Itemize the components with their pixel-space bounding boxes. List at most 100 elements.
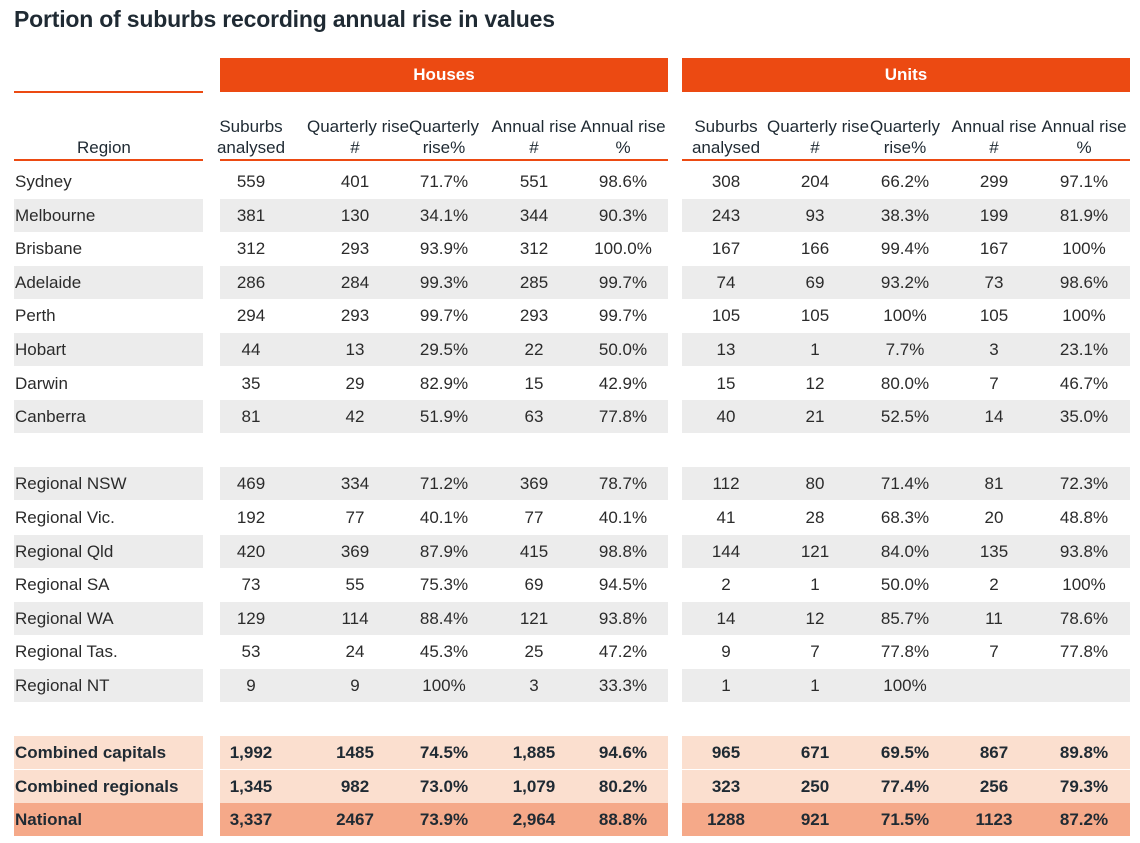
row-background <box>220 265 668 299</box>
value-cell: 14 <box>984 407 1004 427</box>
value-cell: 1 <box>721 676 731 695</box>
row-background <box>682 736 1130 770</box>
value-cell: 369 <box>519 474 549 494</box>
region-cell: Regional WA <box>15 608 114 628</box>
value-cell: 51.9% <box>419 407 469 427</box>
value-cell: 7.7% <box>885 340 925 359</box>
column-header-houses-1: Suburbs analysed <box>216 117 286 157</box>
value-cell: 2 <box>989 575 999 595</box>
value-cell: 15 <box>716 373 736 393</box>
houses-group-header: Houses <box>220 58 668 92</box>
value-cell: 1,079 <box>512 776 556 796</box>
value-cell: 982 <box>340 776 370 796</box>
region-cell: National <box>15 810 83 830</box>
value-cell: 28 <box>805 508 825 527</box>
value-cell: 12 <box>805 608 825 628</box>
row-background <box>14 534 203 568</box>
value-cell: 71.4% <box>880 474 930 494</box>
value-cell: 114 <box>341 608 369 628</box>
value-cell: 286 <box>236 272 266 292</box>
value-cell: 167 <box>711 239 741 259</box>
row-background <box>682 601 1130 635</box>
region-cell: Regional Tas. <box>15 642 118 662</box>
column-header-units-3: Quarterly rise% <box>870 117 940 157</box>
value-cell: 93.8% <box>1059 541 1109 561</box>
value-cell: 35.0% <box>1059 407 1109 427</box>
value-cell: 7 <box>989 373 999 393</box>
value-cell: 24 <box>345 642 365 662</box>
row-background <box>682 333 1130 366</box>
value-cell: 415 <box>519 541 549 561</box>
row-background <box>14 333 203 366</box>
value-cell: 1,992 <box>229 743 273 763</box>
value-cell: 1123 <box>975 810 1013 830</box>
summary-row: Combined regionals 1,345 982 73.0% 1,079 80.2… <box>0 769 1140 803</box>
value-cell: 94.6% <box>598 743 648 763</box>
units-group-header: Units <box>682 58 1130 92</box>
column-header-houses-5: Annual rise% <box>580 117 666 157</box>
value-cell: 52.5% <box>880 407 930 427</box>
row-background <box>220 534 668 568</box>
value-cell: 48.8% <box>1059 508 1109 527</box>
value-cell: 334 <box>340 474 370 494</box>
spacer-row <box>0 703 1140 736</box>
value-cell: 42.9% <box>598 373 648 393</box>
value-cell: 369 <box>340 541 370 561</box>
value-cell: 867 <box>979 743 1009 763</box>
table-row: Regional NSW 469 334 71.2% 369 78.7% 112 80 71.4… <box>0 467 1140 501</box>
value-cell: 323 <box>711 776 741 796</box>
value-cell: 71.2% <box>419 474 469 494</box>
value-cell: 1,345 <box>229 776 273 796</box>
table-row: Regional Vic. 192 77 40.1% 77 40.1% 41 28 68.3% 2… <box>0 501 1140 534</box>
value-cell: 13 <box>345 340 365 359</box>
table-row: Darwin 35 29 82.9% 15 42.9% 15 12 80.0% 7 46.7% <box>0 367 1140 400</box>
table-row: Hobart 44 13 29.5% 22 50.0% 13 1 7.7% 3 23.1% <box>0 333 1140 366</box>
value-cell: 1288 <box>707 810 745 830</box>
value-cell: 46.7% <box>1059 373 1109 393</box>
value-cell: 79.3% <box>1059 776 1109 796</box>
row-background <box>220 467 668 501</box>
row-background <box>682 803 1130 837</box>
row-background <box>220 601 668 635</box>
value-cell: 99.4% <box>880 239 930 259</box>
region-cell: Regional NSW <box>15 474 127 494</box>
value-cell: 243 <box>711 205 741 225</box>
value-cell: 72.3% <box>1059 474 1109 494</box>
value-cell: 256 <box>979 776 1009 796</box>
value-cell: 35 <box>241 373 261 393</box>
value-cell: 3 <box>989 340 999 359</box>
value-cell: 85.7% <box>880 608 930 628</box>
value-cell: 74 <box>716 272 736 292</box>
value-cell: 40 <box>716 407 736 427</box>
value-cell: 250 <box>800 776 830 796</box>
value-cell: 2,964 <box>512 810 556 830</box>
value-cell: 98.6% <box>598 172 648 191</box>
region-cell: Canberra <box>15 407 86 427</box>
table-row: Regional Qld 420 369 87.9% 415 98.8% 144 121 84.… <box>0 534 1140 568</box>
value-cell: 34.1% <box>419 205 469 225</box>
value-cell: 1 <box>810 676 820 695</box>
table-row: Brisbane 312 293 93.9% 312 100.0% 167 166 99.4% 1… <box>0 232 1140 265</box>
row-background <box>14 198 203 232</box>
table-row: Perth 294 293 99.7% 293 99.7% 105 105 100% 105 100… <box>0 299 1140 332</box>
value-cell <box>946 669 1042 702</box>
region-cell: Combined regionals <box>15 776 179 796</box>
value-cell: 381 <box>236 205 266 225</box>
value-cell: 88.4% <box>419 608 469 628</box>
value-cell: 99.7% <box>598 272 648 292</box>
value-cell: 73.9% <box>419 810 469 830</box>
value-cell: 40.1% <box>419 508 469 527</box>
row-background <box>220 669 668 702</box>
row-background <box>220 400 668 434</box>
value-cell: 284 <box>340 272 370 292</box>
region-cell: Combined capitals <box>15 743 167 763</box>
value-cell <box>1036 669 1132 702</box>
value-cell: 9 <box>350 676 360 695</box>
value-cell: 41 <box>716 508 736 527</box>
value-cell: 69 <box>805 272 825 292</box>
value-cell: 921 <box>800 810 830 830</box>
region-cell: Darwin <box>15 373 68 393</box>
value-cell: 25 <box>524 642 544 662</box>
row-background <box>14 769 203 803</box>
page-title: Portion of suburbs recording annual rise… <box>14 6 555 32</box>
